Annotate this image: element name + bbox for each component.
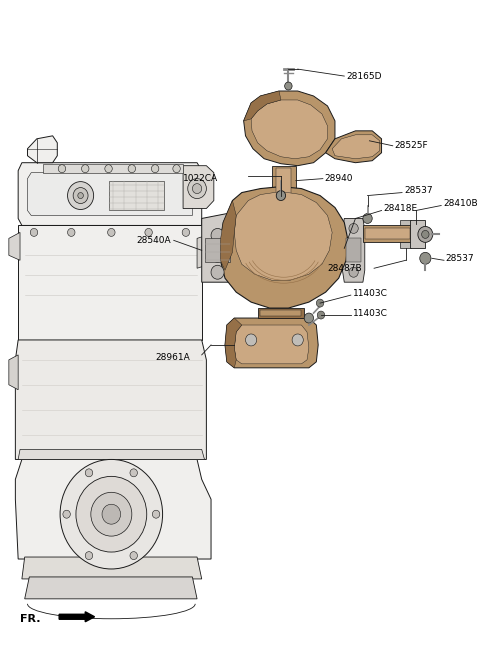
Polygon shape [244, 91, 335, 166]
Circle shape [292, 334, 303, 346]
Circle shape [63, 510, 71, 518]
Circle shape [211, 228, 224, 242]
Polygon shape [202, 213, 236, 282]
Circle shape [91, 492, 132, 536]
Text: 28961A: 28961A [155, 354, 190, 362]
Polygon shape [261, 310, 301, 316]
Circle shape [85, 469, 93, 477]
Polygon shape [325, 131, 382, 163]
Polygon shape [400, 220, 411, 249]
Circle shape [304, 313, 313, 323]
Polygon shape [24, 577, 197, 599]
Polygon shape [365, 228, 409, 239]
Circle shape [317, 311, 324, 319]
Circle shape [68, 182, 94, 209]
Circle shape [349, 267, 358, 277]
Text: 28525F: 28525F [395, 141, 428, 150]
Polygon shape [18, 163, 202, 226]
Circle shape [211, 265, 224, 279]
Polygon shape [220, 201, 236, 270]
Text: 28537: 28537 [446, 254, 474, 263]
Circle shape [173, 165, 180, 173]
Polygon shape [15, 340, 206, 459]
Polygon shape [9, 355, 18, 390]
Polygon shape [276, 168, 291, 199]
Circle shape [130, 552, 137, 560]
Polygon shape [108, 180, 165, 211]
Circle shape [421, 230, 429, 238]
Circle shape [192, 184, 202, 194]
Polygon shape [43, 164, 183, 173]
Circle shape [73, 188, 88, 203]
Circle shape [420, 253, 431, 264]
Text: 28487B: 28487B [327, 264, 362, 273]
Circle shape [363, 213, 372, 224]
Polygon shape [234, 192, 332, 280]
Circle shape [418, 226, 433, 242]
Circle shape [58, 165, 66, 173]
Polygon shape [15, 459, 211, 559]
Circle shape [145, 228, 152, 236]
Polygon shape [220, 186, 348, 308]
Polygon shape [18, 449, 204, 459]
Circle shape [245, 334, 257, 346]
Polygon shape [9, 232, 20, 260]
Polygon shape [197, 232, 217, 268]
Circle shape [108, 228, 115, 236]
Text: 28540A: 28540A [136, 236, 171, 245]
Polygon shape [22, 557, 202, 579]
Circle shape [182, 228, 190, 236]
Polygon shape [244, 91, 281, 121]
Circle shape [316, 299, 324, 307]
Polygon shape [18, 226, 202, 340]
Polygon shape [258, 308, 304, 318]
Polygon shape [346, 238, 361, 262]
Polygon shape [234, 325, 309, 364]
Polygon shape [27, 173, 192, 215]
Circle shape [349, 224, 358, 234]
Text: 28418E: 28418E [384, 204, 418, 213]
Text: 28410B: 28410B [443, 199, 478, 208]
FancyArrow shape [59, 612, 95, 622]
Circle shape [68, 228, 75, 236]
Polygon shape [204, 238, 229, 262]
Polygon shape [272, 166, 296, 201]
Text: 1022CA: 1022CA [183, 174, 218, 183]
Polygon shape [225, 318, 242, 368]
Circle shape [102, 504, 120, 524]
Circle shape [60, 459, 163, 569]
Circle shape [152, 510, 160, 518]
Circle shape [276, 191, 286, 201]
Text: FR.: FR. [20, 614, 40, 624]
Polygon shape [342, 218, 365, 282]
Polygon shape [251, 100, 327, 159]
Circle shape [211, 249, 224, 262]
Polygon shape [332, 135, 380, 159]
Text: 28537: 28537 [404, 186, 432, 195]
Circle shape [105, 165, 112, 173]
Text: 28165D: 28165D [346, 72, 382, 81]
Circle shape [78, 193, 84, 199]
Text: 11403C: 11403C [353, 308, 387, 318]
Circle shape [285, 82, 292, 90]
Polygon shape [183, 166, 214, 209]
Circle shape [85, 552, 93, 560]
Text: 11403C: 11403C [353, 289, 387, 298]
Circle shape [130, 469, 137, 477]
Polygon shape [409, 220, 425, 249]
Text: 28940: 28940 [324, 174, 353, 183]
Circle shape [30, 228, 38, 236]
Circle shape [76, 476, 147, 552]
Polygon shape [225, 318, 318, 368]
Circle shape [188, 178, 206, 199]
Polygon shape [27, 136, 57, 163]
Circle shape [151, 165, 159, 173]
Circle shape [128, 165, 135, 173]
Circle shape [82, 165, 89, 173]
Polygon shape [363, 226, 411, 242]
